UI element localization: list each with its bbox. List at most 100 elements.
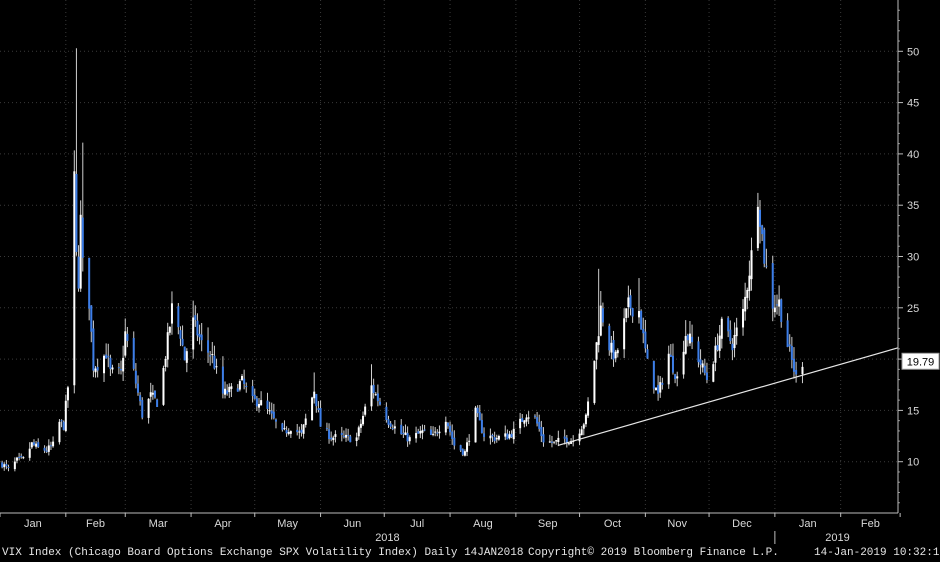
candle-up xyxy=(419,430,422,434)
candle-up xyxy=(676,376,679,379)
candle-down xyxy=(7,466,10,468)
candle-down xyxy=(612,340,615,360)
candle-down xyxy=(181,338,184,346)
candle-up xyxy=(168,326,171,333)
candle-down xyxy=(105,354,108,359)
candle-up xyxy=(238,381,241,390)
footer-description: VIX Index (Chicago Board Options Exchang… xyxy=(2,547,524,559)
candle-down xyxy=(480,419,483,434)
candle-down xyxy=(90,305,93,332)
candle-up xyxy=(111,367,114,370)
candle-down xyxy=(330,437,333,440)
candle-up xyxy=(332,437,335,441)
y-tick-label-25: 25 xyxy=(907,303,919,315)
candle-up xyxy=(512,428,515,440)
candle-down xyxy=(109,357,112,369)
candle-up xyxy=(94,368,97,373)
candle-down xyxy=(62,421,65,430)
candle-up xyxy=(370,385,373,407)
candle-down xyxy=(226,390,229,394)
candle-down xyxy=(790,345,793,360)
candle-down xyxy=(156,399,159,407)
candle-up xyxy=(228,386,231,393)
candle-up xyxy=(525,417,528,422)
candle-down xyxy=(20,455,23,457)
candle-down xyxy=(272,411,275,419)
candle-down xyxy=(631,308,634,317)
candle-down xyxy=(476,407,479,414)
candle-down xyxy=(281,423,284,430)
candle-up xyxy=(260,400,263,406)
candle-up xyxy=(149,392,152,397)
candle-down xyxy=(563,436,566,439)
footer-timestamp: 14-Jan-2019 10:32:16 xyxy=(814,547,940,559)
candle-down xyxy=(538,421,541,429)
candle-up xyxy=(748,275,751,292)
candle-down xyxy=(207,340,210,353)
candle-up xyxy=(495,438,498,440)
candle-down xyxy=(198,333,201,338)
candle-down xyxy=(795,369,798,375)
candle-down xyxy=(657,385,660,394)
candle-up xyxy=(584,414,587,425)
candle-down xyxy=(194,315,197,320)
x-tick-label-may: May xyxy=(277,518,298,530)
candle-down xyxy=(60,420,63,422)
candle-up xyxy=(623,318,626,350)
candle-down xyxy=(300,429,303,433)
candle-up xyxy=(257,404,261,408)
candle-up xyxy=(408,437,411,442)
candle-down xyxy=(340,432,343,436)
candle-down xyxy=(759,209,762,227)
x-tick-label-nov: Nov xyxy=(667,518,687,530)
candle-down xyxy=(786,320,789,347)
x-tick-label-dec: Dec xyxy=(732,518,752,530)
candle-up xyxy=(599,305,602,336)
candle-down xyxy=(317,408,320,410)
candle-down xyxy=(270,410,273,414)
candle-up xyxy=(801,366,804,375)
candle-up xyxy=(162,367,165,405)
x-tick-label-oct: Oct xyxy=(604,518,621,530)
y-tick-label-10: 10 xyxy=(907,457,919,469)
candle-down xyxy=(139,395,142,402)
candle-down xyxy=(274,419,277,422)
candle-up xyxy=(52,441,55,447)
candle-up xyxy=(714,345,717,363)
candle-down xyxy=(253,394,256,399)
candle-down xyxy=(255,398,258,407)
candle-down xyxy=(699,359,702,365)
candle-up xyxy=(73,171,76,386)
candle-down xyxy=(179,330,182,339)
candle-down xyxy=(449,425,452,433)
candle-down xyxy=(771,263,774,309)
candle-up xyxy=(595,342,598,360)
candle-down xyxy=(506,433,509,440)
candle-down xyxy=(483,433,486,437)
candle-down xyxy=(669,354,672,357)
candle-down xyxy=(521,418,524,422)
y-tick-label-15: 15 xyxy=(907,405,919,417)
candle-up xyxy=(444,421,447,433)
candle-down xyxy=(550,441,553,443)
candle-up xyxy=(313,391,316,399)
y-tick-label-30: 30 xyxy=(907,252,919,264)
candle-up xyxy=(580,429,583,436)
candle-down xyxy=(533,415,536,417)
candle-up xyxy=(283,428,286,430)
x-year-label-2019: 2019 xyxy=(825,532,849,544)
trendline-layer xyxy=(558,347,899,446)
candle-up xyxy=(304,418,307,425)
candle-up xyxy=(393,426,396,429)
last-value-label: 19.79 xyxy=(907,356,935,368)
candle-down xyxy=(245,385,248,387)
candle-up xyxy=(211,354,214,356)
candle-up xyxy=(170,303,173,324)
candle-up xyxy=(773,307,776,313)
candle-down xyxy=(642,329,645,334)
candle-up xyxy=(616,350,619,354)
candle-up xyxy=(742,308,745,328)
candle-up xyxy=(504,433,507,437)
candle-down xyxy=(601,308,604,323)
candle-up xyxy=(224,388,227,395)
